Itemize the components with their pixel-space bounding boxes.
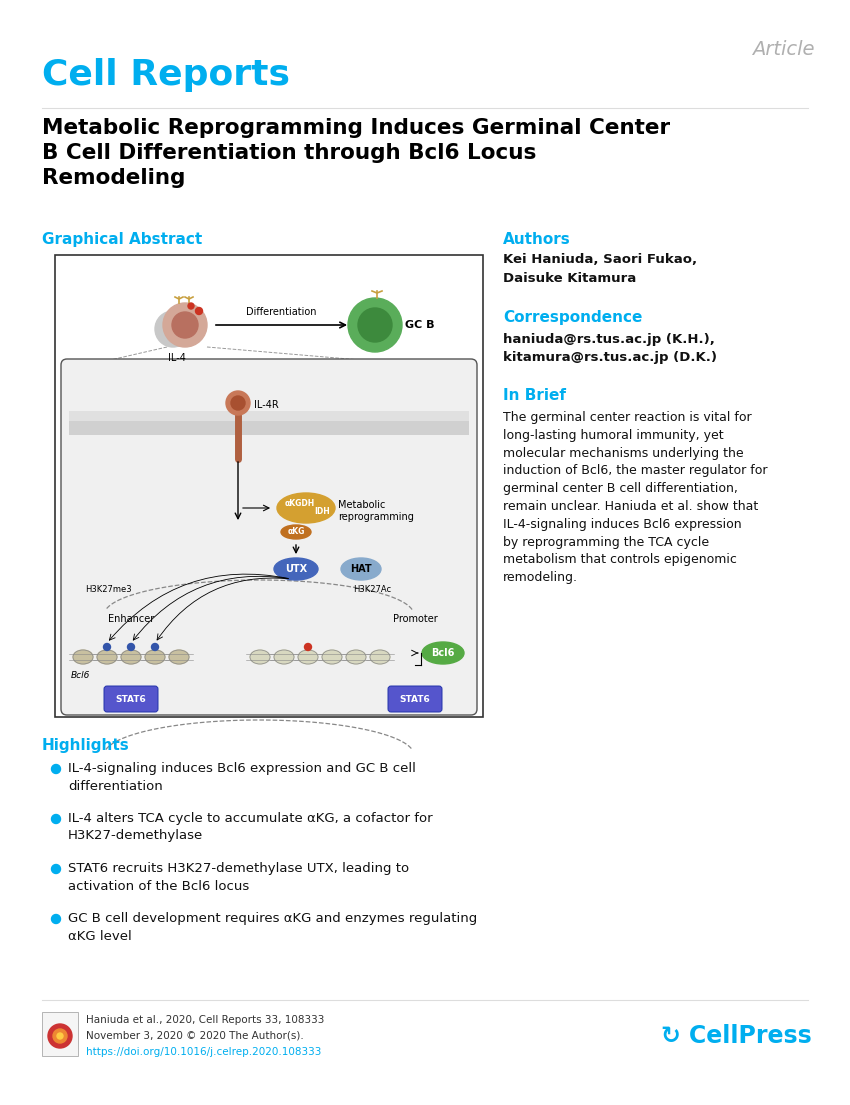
Ellipse shape <box>169 650 189 664</box>
Ellipse shape <box>250 650 270 664</box>
Text: Differentiation: Differentiation <box>246 307 317 317</box>
Circle shape <box>52 814 60 823</box>
Ellipse shape <box>346 650 366 664</box>
Circle shape <box>226 391 250 415</box>
Text: IL-4 alters TCA cycle to accumulate αKG, a cofactor for
H3K27-demethylase: IL-4 alters TCA cycle to accumulate αKG,… <box>68 812 433 842</box>
Ellipse shape <box>97 650 117 664</box>
Text: H3K27me3: H3K27me3 <box>85 585 132 593</box>
Circle shape <box>52 765 60 774</box>
Text: STAT6: STAT6 <box>400 695 430 704</box>
Circle shape <box>128 643 134 651</box>
Text: The germinal center reaction is vital for
long-lasting humoral immunity, yet
mol: The germinal center reaction is vital fo… <box>503 411 768 585</box>
Text: reprogramming: reprogramming <box>338 512 414 522</box>
Text: Graphical Abstract: Graphical Abstract <box>42 232 202 248</box>
Text: HAT: HAT <box>350 564 371 573</box>
Ellipse shape <box>274 558 318 580</box>
Circle shape <box>104 643 111 651</box>
Text: Enhancer: Enhancer <box>108 614 154 624</box>
Circle shape <box>196 307 202 315</box>
Text: GC B cell development requires αKG and enzymes regulating
αKG level: GC B cell development requires αKG and e… <box>68 912 477 943</box>
Circle shape <box>151 643 158 651</box>
Circle shape <box>348 298 402 352</box>
Text: haniuda@rs.tus.ac.jp (K.H.),
kitamura@rs.tus.ac.jp (D.K.): haniuda@rs.tus.ac.jp (K.H.), kitamura@rs… <box>503 333 717 365</box>
Text: Bcl6: Bcl6 <box>71 671 90 680</box>
Bar <box>69 413 469 435</box>
Text: IDH: IDH <box>314 507 330 516</box>
Ellipse shape <box>341 558 381 580</box>
Circle shape <box>53 1029 67 1043</box>
FancyBboxPatch shape <box>104 686 158 712</box>
Ellipse shape <box>145 650 165 664</box>
Ellipse shape <box>73 650 93 664</box>
Text: Haniuda et al., 2020, Cell Reports 33, 108333: Haniuda et al., 2020, Cell Reports 33, 1… <box>86 1015 325 1025</box>
Ellipse shape <box>277 493 335 523</box>
Text: IL-4R: IL-4R <box>254 400 279 410</box>
Bar <box>55 255 483 717</box>
Text: IL-4: IL-4 <box>168 352 186 364</box>
Text: αKG: αKG <box>287 527 304 537</box>
Circle shape <box>358 308 392 343</box>
Text: UTX: UTX <box>285 564 307 573</box>
Text: Bcl6: Bcl6 <box>431 648 455 657</box>
Text: ↻ CellPress: ↻ CellPress <box>661 1024 812 1048</box>
Ellipse shape <box>298 650 318 664</box>
Circle shape <box>172 312 198 338</box>
Text: Cell Reports: Cell Reports <box>42 57 290 92</box>
Ellipse shape <box>281 525 311 539</box>
Circle shape <box>231 396 245 410</box>
Text: Metabolic Reprogramming Induces Germinal Center
B Cell Differentiation through B: Metabolic Reprogramming Induces Germinal… <box>42 118 670 188</box>
Text: https://doi.org/10.1016/j.celrep.2020.108333: https://doi.org/10.1016/j.celrep.2020.10… <box>86 1048 321 1057</box>
Text: STAT6: STAT6 <box>116 695 146 704</box>
Circle shape <box>52 915 60 924</box>
Text: αKGDH: αKGDH <box>285 499 315 508</box>
Circle shape <box>304 643 311 651</box>
Ellipse shape <box>121 650 141 664</box>
Text: GC B: GC B <box>405 320 434 330</box>
Text: Metabolic: Metabolic <box>338 499 385 511</box>
Text: Article: Article <box>752 40 815 59</box>
Text: Highlights: Highlights <box>42 738 130 753</box>
Text: Kei Haniuda, Saori Fukao,
Daisuke Kitamura: Kei Haniuda, Saori Fukao, Daisuke Kitamu… <box>503 253 697 284</box>
Text: Correspondence: Correspondence <box>503 311 643 325</box>
FancyBboxPatch shape <box>61 359 477 715</box>
Circle shape <box>188 303 194 309</box>
Ellipse shape <box>274 650 294 664</box>
Circle shape <box>163 303 207 347</box>
Text: Authors: Authors <box>503 232 570 248</box>
Ellipse shape <box>370 650 390 664</box>
Circle shape <box>155 311 191 347</box>
Circle shape <box>48 1024 72 1048</box>
Ellipse shape <box>322 650 342 664</box>
Ellipse shape <box>422 642 464 664</box>
FancyBboxPatch shape <box>388 686 442 712</box>
Text: IL-4-signaling induces Bcl6 expression and GC B cell
differentiation: IL-4-signaling induces Bcl6 expression a… <box>68 762 416 792</box>
Bar <box>42 1012 78 1056</box>
Circle shape <box>57 1033 63 1039</box>
Text: STAT6 recruits H3K27-demethylase UTX, leading to
activation of the Bcl6 locus: STAT6 recruits H3K27-demethylase UTX, le… <box>68 862 409 893</box>
Text: In Brief: In Brief <box>503 388 566 403</box>
Bar <box>69 411 469 421</box>
Text: H3K27Ac: H3K27Ac <box>353 585 391 593</box>
Text: Promoter: Promoter <box>393 614 438 624</box>
Circle shape <box>52 864 60 873</box>
Text: November 3, 2020 © 2020 The Author(s).: November 3, 2020 © 2020 The Author(s). <box>86 1031 303 1041</box>
